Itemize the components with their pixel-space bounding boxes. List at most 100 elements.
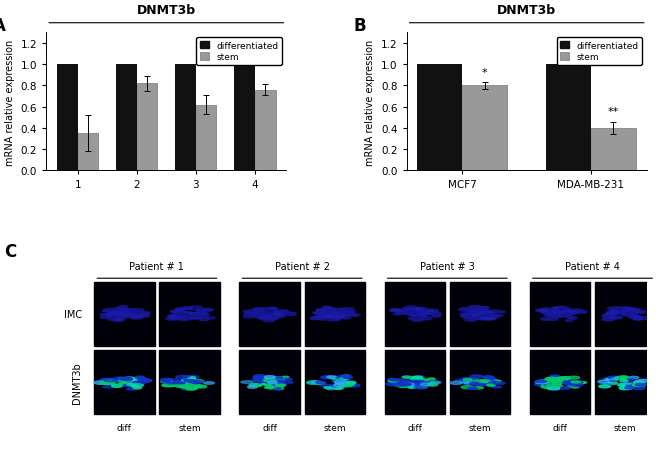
Bar [196,105,216,171]
Ellipse shape [546,385,555,387]
Ellipse shape [123,310,135,313]
Ellipse shape [174,311,185,314]
Ellipse shape [400,383,410,386]
Ellipse shape [408,386,416,388]
Ellipse shape [201,313,209,315]
Bar [546,65,591,171]
Ellipse shape [133,387,141,388]
Ellipse shape [565,320,572,322]
Ellipse shape [325,308,336,310]
Ellipse shape [637,310,647,313]
Ellipse shape [343,317,350,319]
Ellipse shape [351,314,360,317]
Ellipse shape [412,384,420,386]
Ellipse shape [264,383,277,386]
Ellipse shape [176,308,186,310]
Ellipse shape [633,318,642,320]
Ellipse shape [547,387,560,390]
Ellipse shape [403,310,412,313]
Ellipse shape [331,386,339,387]
Ellipse shape [275,383,286,386]
Ellipse shape [337,377,348,380]
Text: stem: stem [469,423,491,432]
Ellipse shape [106,383,115,385]
Bar [94,350,154,415]
Ellipse shape [622,311,634,315]
Ellipse shape [618,385,626,387]
Ellipse shape [118,379,131,382]
Ellipse shape [265,314,276,317]
Ellipse shape [131,309,144,311]
Ellipse shape [393,313,402,315]
Ellipse shape [609,381,617,384]
Ellipse shape [108,318,115,320]
Ellipse shape [119,379,128,382]
Ellipse shape [275,311,283,313]
Ellipse shape [546,381,555,383]
Ellipse shape [176,315,186,317]
Ellipse shape [463,309,471,312]
Ellipse shape [460,378,472,381]
Ellipse shape [550,376,560,378]
Ellipse shape [628,316,642,319]
Ellipse shape [259,317,269,318]
Ellipse shape [177,313,187,316]
Ellipse shape [259,312,271,315]
Ellipse shape [397,382,408,385]
Ellipse shape [479,317,490,320]
Ellipse shape [428,378,436,380]
Ellipse shape [262,380,273,383]
Ellipse shape [469,312,482,315]
Ellipse shape [337,310,348,313]
Ellipse shape [554,380,562,382]
Ellipse shape [562,310,574,313]
Ellipse shape [126,314,135,315]
Ellipse shape [108,314,119,317]
Ellipse shape [244,313,256,316]
Ellipse shape [387,379,399,382]
Ellipse shape [399,386,407,388]
Ellipse shape [550,380,562,383]
Ellipse shape [562,312,573,315]
Ellipse shape [119,306,127,308]
Ellipse shape [327,318,340,321]
Ellipse shape [191,315,201,317]
Ellipse shape [251,313,264,316]
Ellipse shape [407,381,414,383]
Ellipse shape [470,313,478,315]
Text: Patient # 2: Patient # 2 [275,262,329,272]
Ellipse shape [490,315,500,318]
Ellipse shape [188,378,195,380]
Ellipse shape [625,310,636,313]
Bar [255,90,275,171]
Ellipse shape [273,315,285,318]
Ellipse shape [125,377,137,381]
Ellipse shape [257,308,269,311]
Ellipse shape [626,311,637,314]
Ellipse shape [253,315,263,318]
Ellipse shape [622,308,634,311]
Ellipse shape [172,316,182,319]
Ellipse shape [537,380,550,384]
Ellipse shape [635,316,643,317]
Ellipse shape [255,377,269,381]
Ellipse shape [328,315,337,317]
Ellipse shape [636,380,643,382]
Ellipse shape [619,387,632,390]
Ellipse shape [176,385,188,388]
Ellipse shape [338,375,351,378]
Ellipse shape [635,382,647,385]
Bar [385,282,445,346]
Ellipse shape [427,310,439,312]
Ellipse shape [554,378,563,380]
Ellipse shape [112,316,122,318]
Ellipse shape [405,310,418,313]
Ellipse shape [263,381,275,384]
Ellipse shape [548,314,560,317]
Ellipse shape [614,307,622,309]
Ellipse shape [629,383,641,386]
Ellipse shape [269,316,279,319]
Ellipse shape [463,379,473,381]
Ellipse shape [464,380,472,382]
Ellipse shape [400,312,412,315]
